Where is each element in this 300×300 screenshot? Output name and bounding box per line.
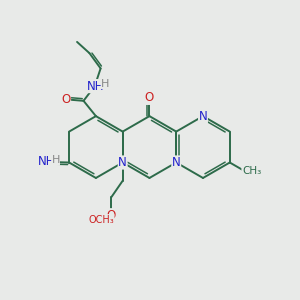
Text: H: H <box>51 155 60 165</box>
Text: O: O <box>107 209 116 222</box>
Text: OCH₃: OCH₃ <box>88 214 114 225</box>
Text: NH: NH <box>38 155 55 168</box>
Text: H: H <box>101 79 109 89</box>
Text: N: N <box>118 156 127 169</box>
Text: NH: NH <box>87 80 104 93</box>
Text: N: N <box>199 110 207 123</box>
Text: CH₃: CH₃ <box>242 166 261 176</box>
Text: N: N <box>172 156 181 169</box>
Text: O: O <box>61 93 70 106</box>
Text: O: O <box>145 92 154 104</box>
